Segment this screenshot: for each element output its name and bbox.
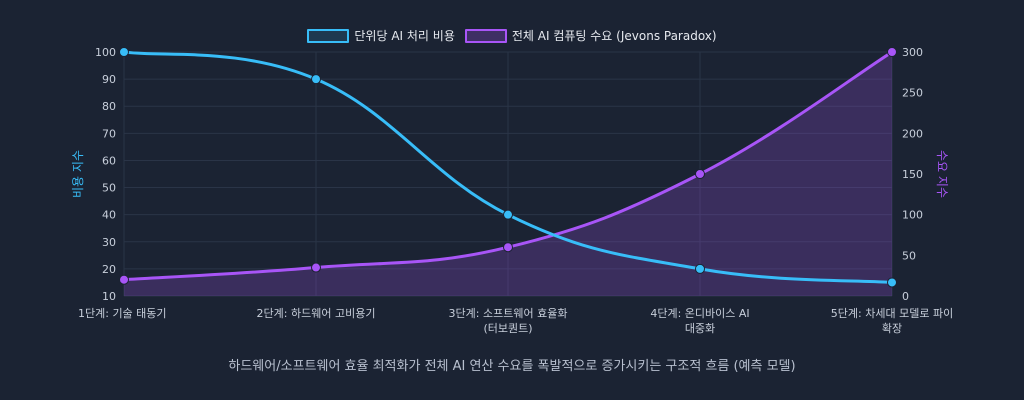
y-tick-right: 300 xyxy=(902,46,923,59)
legend-label-demand: 전체 AI 컴퓨팅 수요 (Jevons Paradox) xyxy=(511,29,717,43)
y-tick-right: 150 xyxy=(902,168,923,181)
demand-area-fill xyxy=(124,52,892,296)
y-tick-left: 80 xyxy=(102,100,116,113)
legend-swatch-demand xyxy=(464,28,507,43)
x-tick-label: 3단계: 소프트웨어 효율화 xyxy=(449,307,568,320)
x-tick-label: 2단계: 하드웨어 고비용기 xyxy=(257,306,376,320)
x-tick-label: 확장 xyxy=(882,322,902,335)
legend-item-cost[interactable]: 단위당 AI 처리 비용 xyxy=(307,27,455,44)
legend-swatch-cost xyxy=(307,28,350,43)
demand-data-point xyxy=(887,47,897,57)
cost-data-point xyxy=(311,74,321,85)
y-tick-left: 30 xyxy=(102,236,116,249)
legend-item-demand[interactable]: 전체 AI 컴퓨팅 수요 (Jevons Paradox) xyxy=(464,27,717,44)
cost-data-point xyxy=(695,263,705,274)
y-tick-left: 40 xyxy=(102,209,116,222)
demand-data-point xyxy=(119,274,129,285)
y-axis-title-right: 수요 지수 xyxy=(935,150,949,198)
y-tick-right: 50 xyxy=(902,249,916,262)
demand-data-point xyxy=(311,262,321,273)
demand-data-point xyxy=(503,242,513,253)
cost-data-point xyxy=(887,277,897,288)
legend-label-cost: 단위당 AI 처리 비용 xyxy=(354,29,455,43)
x-tick-label: (터보퀀트) xyxy=(483,322,532,335)
cost-data-point xyxy=(119,47,129,57)
y-tick-right: 200 xyxy=(902,127,923,140)
y-tick-left: 90 xyxy=(102,73,116,86)
chart-legend: 단위당 AI 처리 비용 전체 AI 컴퓨팅 수요 (Jevons Parado… xyxy=(0,27,1024,44)
y-tick-left: 50 xyxy=(102,182,116,195)
chart-caption: 하드웨어/소프트웨어 효율 최적화가 전체 AI 연산 수요를 폭발적으로 증가… xyxy=(228,359,796,374)
y-tick-left: 60 xyxy=(102,154,116,167)
x-tick-label: 1단계: 기술 태동기 xyxy=(78,307,167,320)
y-tick-left: 10 xyxy=(102,290,116,303)
y-tick-left: 20 xyxy=(102,263,116,276)
y-tick-left: 100 xyxy=(95,46,116,59)
y-tick-right: 0 xyxy=(902,290,909,303)
y-axis-title-left: 비용 지수 xyxy=(71,150,85,198)
y-tick-right: 250 xyxy=(902,87,923,100)
y-tick-right: 100 xyxy=(902,209,923,222)
y-tick-left: 70 xyxy=(102,127,116,140)
cost-data-point xyxy=(503,209,513,220)
demand-series-line xyxy=(123,50,893,282)
x-tick-label: 5단계: 차세대 모델로 파이 xyxy=(831,307,953,320)
x-tick-label: 4단계: 온디바이스 AI xyxy=(650,307,749,320)
demand-data-point xyxy=(695,169,705,179)
x-tick-label: 대중화 xyxy=(685,322,715,335)
